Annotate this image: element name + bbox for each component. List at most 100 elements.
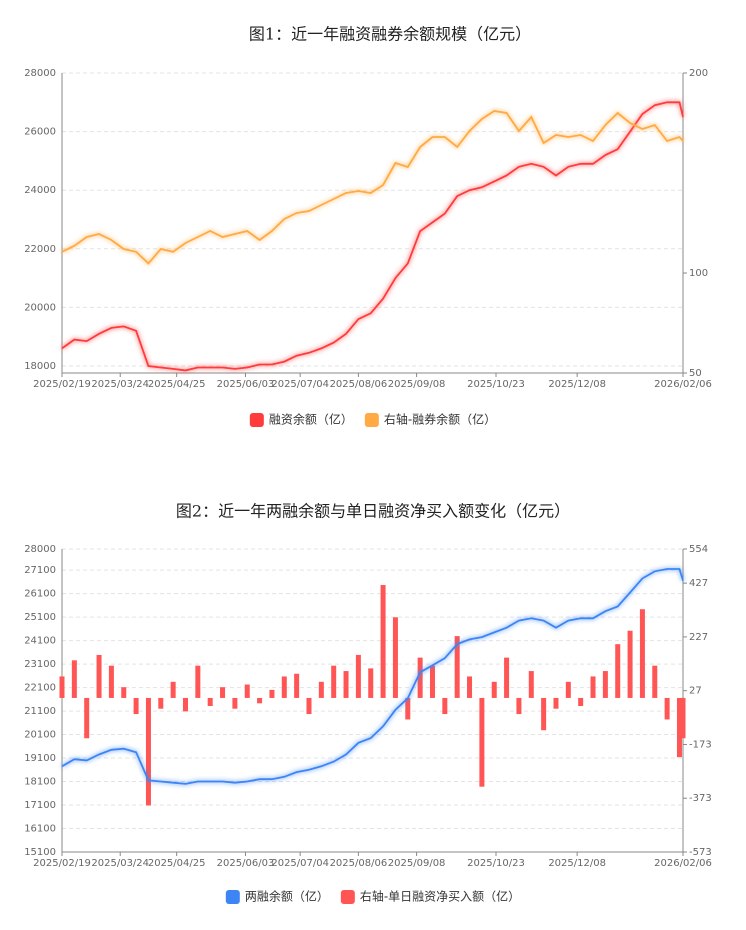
y-tick-label: 19100 (24, 753, 56, 764)
bar (170, 681, 176, 698)
y-tick-label: 18000 (24, 361, 56, 372)
bar (565, 681, 571, 698)
y-tick-label: 27100 (24, 565, 56, 576)
x-tick-label: 2025/06/03 (217, 379, 275, 390)
bar (331, 665, 337, 698)
x-tick-label: 2025/02/19 (33, 858, 91, 869)
bar (578, 697, 584, 707)
bar (615, 644, 621, 698)
legend-swatch (249, 413, 264, 427)
bar (405, 697, 411, 720)
x-tick-label: 2025/07/04 (271, 858, 329, 869)
x-tick-label: 2025/04/25 (148, 379, 206, 390)
bar (479, 697, 485, 787)
bar (84, 697, 90, 739)
x-tick-label: 2025/09/08 (388, 858, 446, 869)
y2-tick-label: 50 (689, 368, 702, 379)
bar (207, 697, 213, 707)
line (61, 568, 684, 785)
bar (392, 617, 398, 698)
bar (639, 609, 645, 698)
bar (121, 687, 127, 698)
y-tick-label: 20000 (24, 302, 56, 313)
legend: 融资余额（亿） 右轴-融券余额（亿） (249, 412, 496, 427)
y2-tick-label: 27 (689, 686, 702, 697)
x-tick-label: 2025/06/03 (217, 858, 275, 869)
legend-label: 右轴-融券余额（亿） (384, 412, 496, 427)
x-tick-label: 2025/03/24 (91, 858, 149, 869)
x-tick-label: 2025/10/23 (467, 858, 525, 869)
bar (602, 671, 608, 698)
y2-tick-label: 554 (689, 544, 708, 555)
x-tick-label: 2025/03/24 (91, 379, 149, 390)
bar (380, 585, 386, 698)
legend-label: 融资余额（亿） (269, 412, 353, 427)
bar (232, 697, 238, 709)
line (61, 110, 684, 265)
bar (318, 681, 324, 698)
y2-tick-label: 100 (689, 268, 708, 279)
legend: 两融余额（亿） 右轴-单日融资净买入额（亿） (225, 889, 520, 904)
y-tick-label: 16100 (24, 824, 56, 835)
y-tick-label: 21100 (24, 706, 56, 717)
bar (516, 697, 522, 715)
bar (454, 636, 460, 698)
bar (442, 697, 448, 715)
x-tick-label: 2025/07/04 (271, 379, 329, 390)
line (61, 101, 684, 372)
bar (368, 668, 374, 698)
y2-tick-label: -173 (689, 739, 712, 750)
y-tick-label: 18100 (24, 777, 56, 788)
y-tick-label: 20100 (24, 730, 56, 741)
bar (467, 676, 473, 698)
x-tick-label: 2025/08/06 (330, 858, 388, 869)
x-tick-label: 2025/12/08 (548, 379, 606, 390)
bar (355, 654, 361, 698)
x-tick-label: 2025/09/08 (388, 379, 446, 390)
bar (528, 671, 534, 698)
bar (491, 681, 497, 698)
x-tick-label: 2025/10/23 (467, 379, 525, 390)
bar (590, 676, 596, 698)
y-tick-label: 24000 (24, 185, 56, 196)
bar (429, 665, 435, 698)
y-tick-label: 24100 (24, 636, 56, 647)
y-tick-label: 15100 (24, 847, 56, 858)
x-tick-label: 2025/04/25 (148, 858, 206, 869)
bar (553, 697, 559, 709)
y-tick-label: 26000 (24, 127, 56, 138)
bar (664, 697, 670, 720)
y2-tick-label: 200 (689, 68, 708, 79)
y2-tick-label: 227 (689, 632, 708, 643)
y2-tick-label: -573 (689, 847, 712, 858)
legend-swatch (225, 890, 240, 904)
bar (343, 671, 349, 698)
bar (182, 697, 188, 712)
bar (281, 676, 287, 698)
y2-tick-label: 427 (689, 578, 708, 589)
x-tick-label: 2025/08/06 (330, 379, 388, 390)
legend-label: 右轴-单日融资净买入额（亿） (360, 889, 520, 904)
bar (96, 654, 102, 698)
y-tick-label: 23100 (24, 659, 56, 670)
y-tick-label: 28000 (24, 68, 56, 79)
y-tick-label: 22000 (24, 244, 56, 255)
bar (71, 660, 77, 698)
bar (627, 630, 633, 698)
x-tick-label: 2026/02/06 (654, 858, 712, 869)
y-tick-label: 17100 (24, 800, 56, 811)
x-tick-label: 2026/02/06 (654, 379, 712, 390)
legend-label: 两融余额（亿） (245, 889, 329, 904)
bar (541, 697, 547, 731)
bar (306, 697, 312, 715)
bar (676, 697, 682, 758)
legend-swatch (340, 890, 355, 904)
bar (158, 697, 164, 709)
x-tick-label: 2025/02/19 (33, 379, 91, 390)
x-tick-label: 2025/12/08 (548, 858, 606, 869)
chart-title: 图2：近一年两融余额与单日融资净买入额变化（亿元） (176, 502, 570, 521)
bar (133, 697, 139, 715)
bar (220, 687, 226, 698)
y-tick-label: 22100 (24, 683, 56, 694)
